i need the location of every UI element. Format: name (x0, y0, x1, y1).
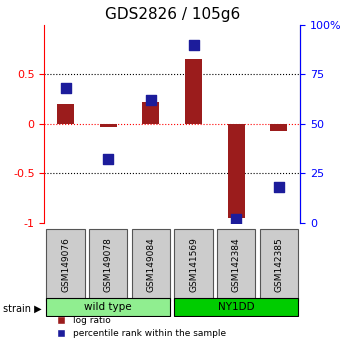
Text: GSM149084: GSM149084 (146, 238, 155, 292)
FancyBboxPatch shape (132, 229, 170, 301)
Legend: log ratio, percentile rank within the sample: log ratio, percentile rank within the sa… (49, 312, 230, 342)
FancyBboxPatch shape (217, 229, 255, 301)
Text: GSM149078: GSM149078 (104, 238, 113, 292)
Bar (143, 102, 160, 124)
Text: GSM149076: GSM149076 (61, 238, 70, 292)
Text: GSM141569: GSM141569 (189, 238, 198, 292)
Point (63, 85, 68, 91)
Bar (270, 124, 287, 131)
Point (191, 42, 196, 47)
Bar (57, 104, 74, 124)
FancyBboxPatch shape (46, 229, 85, 301)
Point (148, 97, 153, 103)
FancyBboxPatch shape (174, 229, 213, 301)
Bar (100, 124, 117, 127)
Bar (228, 124, 245, 218)
Point (106, 156, 111, 162)
Text: wild type: wild type (85, 302, 132, 312)
FancyBboxPatch shape (46, 298, 170, 316)
FancyBboxPatch shape (260, 229, 298, 301)
Text: strain ▶: strain ▶ (3, 304, 42, 314)
Title: GDS2826 / 105g6: GDS2826 / 105g6 (105, 7, 240, 22)
Point (276, 184, 282, 190)
Point (233, 216, 239, 222)
Text: NY1DD: NY1DD (218, 302, 254, 312)
FancyBboxPatch shape (174, 298, 298, 316)
Text: GSM142385: GSM142385 (274, 238, 283, 292)
Bar (185, 59, 202, 124)
Text: GSM142384: GSM142384 (232, 238, 241, 292)
FancyBboxPatch shape (89, 229, 128, 301)
